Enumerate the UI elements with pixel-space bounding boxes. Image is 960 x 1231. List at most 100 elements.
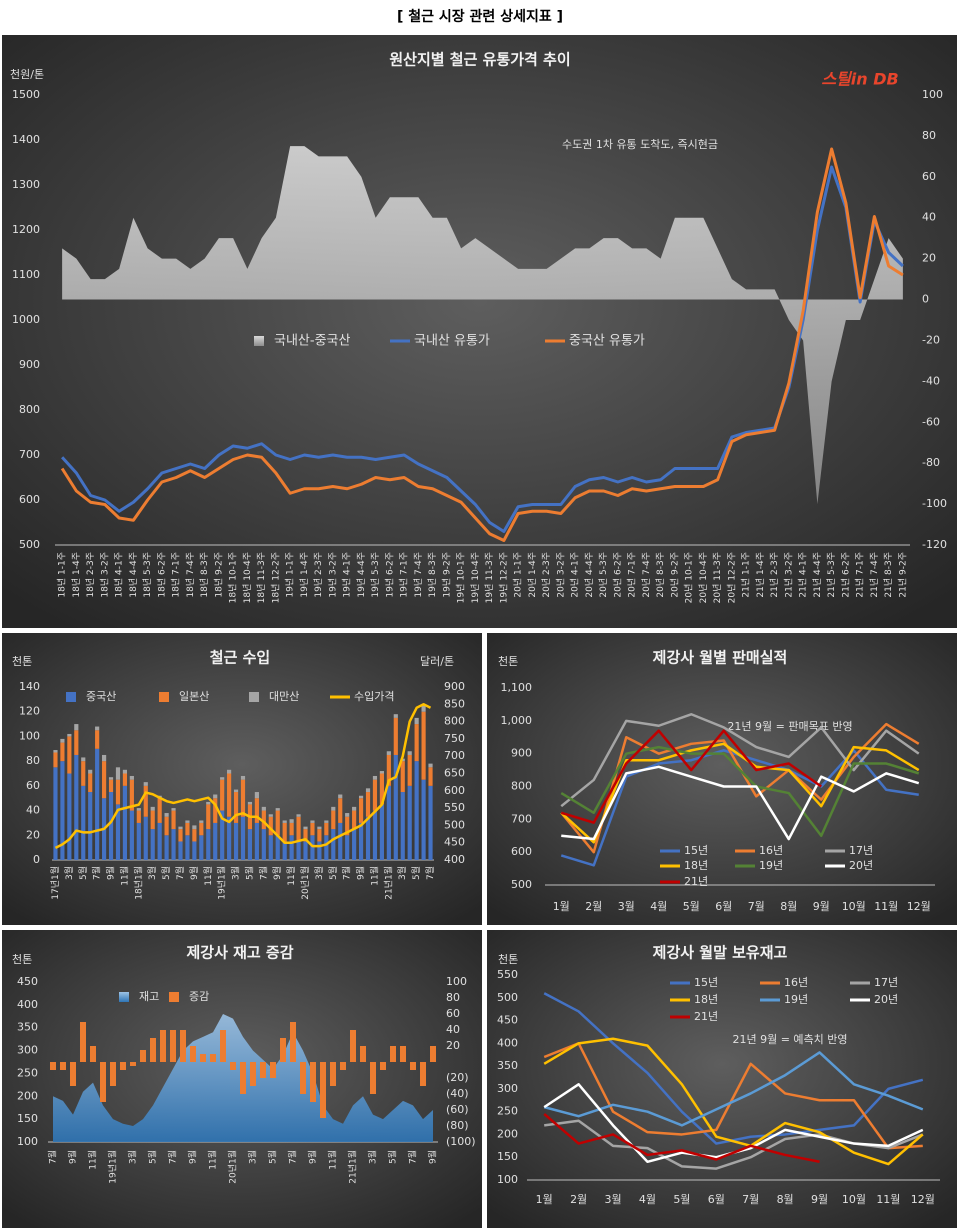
legend-label: 18년 <box>694 993 718 1006</box>
y2-tick-label: 80 <box>922 129 936 142</box>
bar <box>122 785 128 860</box>
y2-tick-label: 550 <box>444 801 465 814</box>
bar <box>421 711 426 780</box>
x-tick-label: 9월 <box>188 866 200 880</box>
bar <box>261 806 266 811</box>
x-tick-label: 19년 5-3주 <box>370 552 381 598</box>
bar <box>303 829 308 842</box>
x-tick-label: 19년 7-4주 <box>413 552 424 598</box>
bar <box>171 810 176 830</box>
bar <box>74 754 79 860</box>
bar <box>53 752 58 768</box>
bar <box>275 808 280 811</box>
x-tick-label: 7월 <box>407 1150 419 1164</box>
bar <box>324 822 329 836</box>
legend-label: 15년 <box>694 976 718 989</box>
bar <box>171 808 176 811</box>
bar <box>220 779 225 811</box>
x-tick-label: 7월 <box>742 1193 759 1206</box>
legend-label: 19년 <box>784 993 808 1006</box>
bar <box>185 835 190 860</box>
bar <box>289 835 294 860</box>
x-tick-label: 19년 1-1주 <box>285 552 296 598</box>
x-tick-label: 19년 2-3주 <box>313 552 324 598</box>
bar <box>220 1030 226 1062</box>
y-tick-label: 150 <box>17 1112 38 1125</box>
x-tick-label: 1월 <box>536 1193 553 1206</box>
legend-label: 20년 <box>874 993 898 1006</box>
x-tick-label: 19년 6-2주 <box>384 552 395 598</box>
x-tick-label: 19년 12-2주 <box>498 552 509 603</box>
y-axis-label: 천원/톤 <box>10 67 44 81</box>
bar <box>240 816 246 860</box>
x-tick-label: 20년 7-4주 <box>641 552 652 598</box>
bar <box>122 773 128 786</box>
bar <box>414 717 419 725</box>
bar <box>407 785 412 860</box>
bar <box>185 822 190 836</box>
y-tick-label: 100 <box>497 1173 518 1186</box>
y-tick-label: 350 <box>497 1059 518 1072</box>
y-tick-label: 100 <box>17 1135 38 1148</box>
bar <box>206 804 211 830</box>
bar <box>270 1062 276 1078</box>
bar <box>220 777 225 780</box>
annotation: 수도권 1차 유통 도착도, 즉시현금 <box>562 138 718 151</box>
x-tick-label: 6월 <box>715 900 732 913</box>
x-tick-label: 21년 1-4주 <box>755 552 766 598</box>
y2-tick-label: 650 <box>444 767 465 780</box>
y2-tick-label: -100 <box>922 497 947 510</box>
x-tick-label: 21년 4-4주 <box>812 552 823 598</box>
y2-tick-label: 850 <box>444 697 465 710</box>
chart-title: 제강사 월별 판매실적 <box>653 649 788 667</box>
bar <box>102 754 107 762</box>
x-tick-label: 8월 <box>780 900 797 913</box>
x-tick-label: 21년 5-3주 <box>826 552 837 598</box>
bar <box>360 1046 366 1062</box>
bar <box>338 798 343 823</box>
bar <box>289 822 294 836</box>
bar <box>60 738 65 743</box>
y-tick-label: 400 <box>17 998 38 1011</box>
legend-label: 국내산 유통가 <box>414 334 490 349</box>
bar <box>230 1062 236 1070</box>
bar <box>280 1038 286 1062</box>
legend-label: 16년 <box>759 844 783 857</box>
x-tick-label: 6월 <box>708 1193 725 1206</box>
y2-tick-label: -80 <box>922 456 940 469</box>
bar <box>275 810 280 836</box>
bar <box>74 724 79 731</box>
bar <box>115 804 121 860</box>
bar <box>60 742 65 762</box>
bar <box>358 822 364 860</box>
legend-label: 증감 <box>189 990 209 1003</box>
bar <box>178 829 183 842</box>
bar <box>60 1062 66 1070</box>
x-tick-label: 9월 <box>427 1150 439 1164</box>
x-tick-label: 19년 4-4주 <box>356 552 367 598</box>
x-tick-label: 20년 10-4주 <box>698 552 709 603</box>
y-tick-label: 200 <box>17 1089 38 1102</box>
bar <box>352 810 357 830</box>
x-tick-label: 7월 <box>287 1150 299 1164</box>
bar <box>108 779 114 793</box>
y2-tick-label: 100 <box>922 88 943 101</box>
bar <box>53 767 58 860</box>
bar <box>261 829 266 860</box>
panel-background <box>487 633 957 925</box>
x-tick-label: 1월 <box>553 900 570 913</box>
bar <box>170 1030 176 1062</box>
x-tick-label: 20년 4-1주 <box>570 552 581 598</box>
x-tick-label: 18년 12-2주 <box>270 552 281 603</box>
line <box>543 1051 924 1127</box>
x-tick-label: 5월 <box>147 1150 159 1164</box>
legend-marker <box>159 692 169 702</box>
line <box>61 165 904 533</box>
line <box>543 1042 923 1150</box>
bar <box>233 789 239 793</box>
y-tick-label: 450 <box>497 1014 518 1027</box>
x-tick-label: 8월 <box>777 1193 794 1206</box>
bar <box>268 816 273 836</box>
bar <box>428 767 433 786</box>
y-axis-label: 천톤 <box>12 952 32 966</box>
